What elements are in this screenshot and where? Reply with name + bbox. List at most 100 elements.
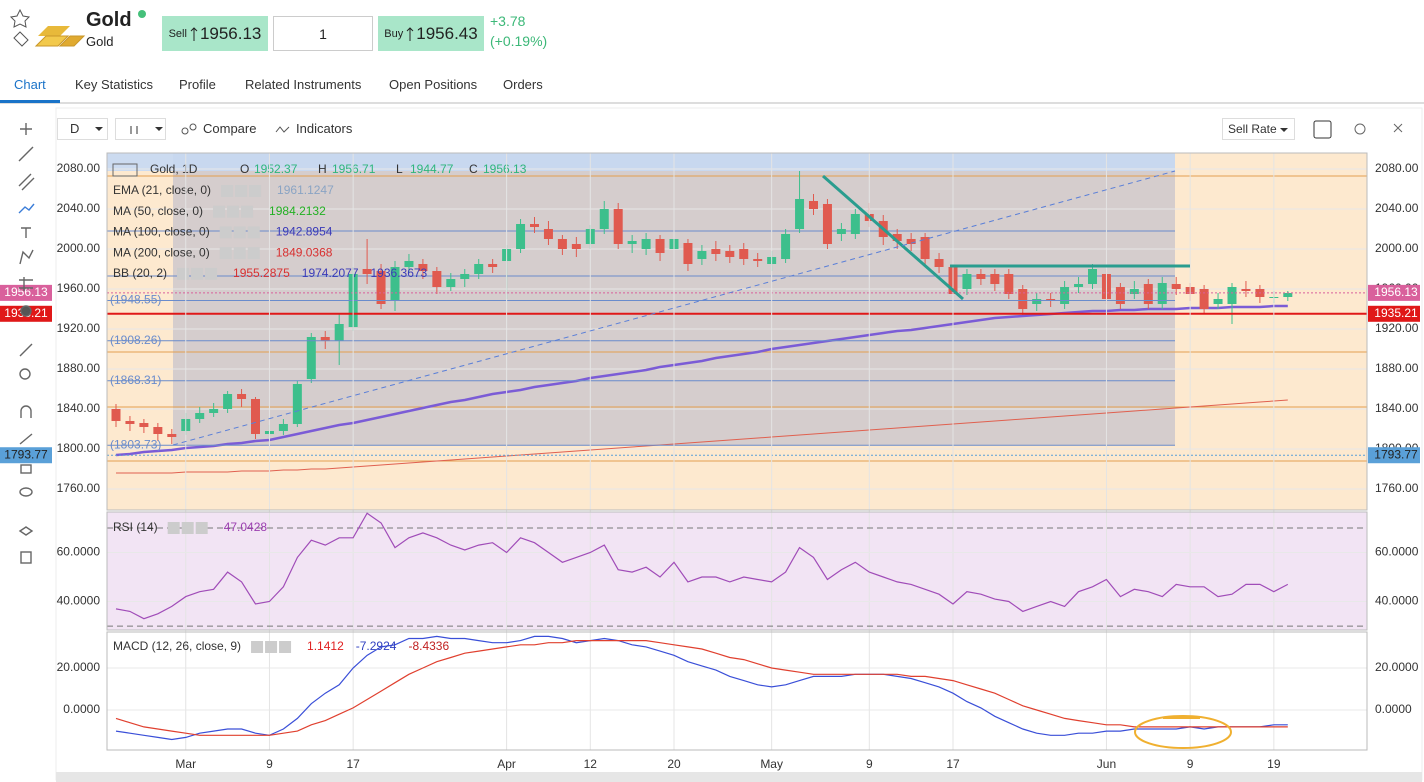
interval-select[interactable] [57, 118, 108, 140]
indicator-button[interactable] [247, 226, 260, 239]
indicator-button[interactable] [205, 267, 218, 280]
candle-body [1143, 284, 1153, 304]
tool-pattern[interactable] [19, 249, 34, 265]
indicator-button[interactable] [241, 205, 254, 218]
tab[interactable]: Orders [503, 77, 543, 92]
candle-body [292, 384, 302, 424]
candle-body [655, 239, 665, 253]
tool-draw[interactable] [19, 433, 33, 445]
candle-body [516, 224, 526, 249]
candle-body [627, 241, 637, 244]
tool-layers[interactable] [18, 526, 34, 536]
tab[interactable]: Key Statistics [75, 77, 154, 92]
candle-body [1199, 289, 1209, 309]
candle-body [1283, 293, 1293, 297]
status-dot [138, 10, 146, 18]
candle-body [892, 234, 902, 241]
fullscreen-icon[interactable] [1393, 123, 1403, 133]
tool-text[interactable] [21, 227, 31, 238]
gold-bar [58, 35, 86, 47]
indicator-value: 1974.2077 [302, 266, 359, 280]
tool-lock[interactable] [20, 464, 32, 474]
indicator-button[interactable] [247, 247, 260, 260]
indicator-name: BB (20, 2) [113, 266, 167, 280]
indicator-button[interactable] [265, 641, 278, 653]
candle-body [1074, 284, 1084, 287]
tool-crosshair[interactable] [20, 123, 32, 135]
candle-body [543, 229, 553, 239]
scrollbar[interactable] [56, 772, 1422, 782]
indicator-button[interactable] [233, 247, 246, 260]
tool-delete[interactable] [20, 551, 32, 564]
x-tick-label: 20 [667, 757, 681, 771]
tab[interactable]: Chart [14, 77, 46, 92]
quantity-input[interactable]: 1 [273, 16, 373, 51]
layout-icon[interactable] [1313, 120, 1332, 139]
y-tick-label: 0.0000 [63, 702, 100, 716]
buy-button[interactable]: Buy 1956.43 [378, 16, 484, 51]
tool-zoom[interactable] [19, 368, 31, 380]
alert-icon[interactable] [13, 31, 29, 47]
price-marker [1368, 447, 1420, 464]
moving-average [115, 304, 1288, 457]
indicator-name: MA (200, close, 0) [113, 245, 210, 259]
candle-body [362, 269, 372, 274]
tool-ruler[interactable] [19, 343, 33, 357]
x-tick-label: 17 [346, 757, 360, 771]
candle-body [795, 199, 805, 229]
tool-magnet[interactable] [20, 405, 32, 418]
indicator-name: MA (100, close, 0) [113, 225, 210, 239]
indicator-button[interactable] [181, 522, 194, 534]
ohlc-label: L [396, 162, 403, 176]
y-tick-label: 1920.00 [1375, 321, 1419, 335]
x-tick-label: 19 [1267, 757, 1281, 771]
rate-select[interactable] [1222, 118, 1295, 140]
indicator-value: 1936.3673 [371, 266, 428, 280]
tab[interactable]: Open Positions [389, 77, 478, 92]
candle-body [599, 209, 609, 229]
indicator-button[interactable] [195, 522, 208, 534]
indicator-button[interactable] [191, 267, 204, 280]
y-tick-label: 2080.00 [57, 161, 101, 175]
candle-body [836, 229, 846, 234]
indicator-button[interactable] [177, 267, 190, 280]
tool-eye[interactable] [19, 487, 33, 497]
indicator-button[interactable] [235, 185, 248, 197]
indicator-button[interactable] [213, 205, 226, 218]
fib-level-label: (1868.31) [110, 373, 161, 387]
indicator-button[interactable] [227, 205, 240, 218]
candle-body [125, 421, 135, 424]
candle-body [474, 264, 484, 274]
tool-measure[interactable] [19, 277, 33, 291]
candle-body [153, 427, 163, 434]
indicator-button[interactable] [221, 185, 234, 197]
candle-body [906, 239, 916, 244]
tool-info[interactable] [20, 305, 32, 317]
tab[interactable]: Related Instruments [245, 77, 362, 92]
candle-body [432, 271, 442, 287]
indicator-button[interactable] [249, 185, 262, 197]
x-tick-label: May [760, 757, 783, 771]
indicator-button[interactable] [219, 247, 232, 260]
y-tick-label: 2040.00 [1375, 201, 1419, 215]
rsi-panel [107, 512, 1367, 630]
indicator-button[interactable] [167, 522, 180, 534]
settings-icon[interactable] [1354, 123, 1366, 135]
tool-channel[interactable] [18, 173, 35, 191]
indicator-button[interactable] [233, 226, 246, 239]
indicator-button[interactable] [251, 641, 264, 653]
indicator-name: EMA (21, close, 0) [113, 183, 211, 197]
tab[interactable]: Profile [179, 77, 216, 92]
favorite-star[interactable] [10, 8, 31, 28]
indicator-button[interactable] [219, 226, 232, 239]
indicators-button[interactable]: Indicators [296, 121, 353, 136]
trend-line [822, 174, 964, 301]
candle-body [376, 271, 386, 304]
x-tick-label: 9 [866, 757, 873, 771]
tool-path[interactable] [18, 203, 35, 214]
indicator-button[interactable] [279, 641, 292, 653]
sell-button[interactable]: Sell 1956.13 [162, 16, 268, 51]
compare-button[interactable]: Compare [203, 121, 257, 136]
chart-type-select[interactable] [115, 118, 166, 140]
tool-line[interactable] [18, 146, 34, 162]
